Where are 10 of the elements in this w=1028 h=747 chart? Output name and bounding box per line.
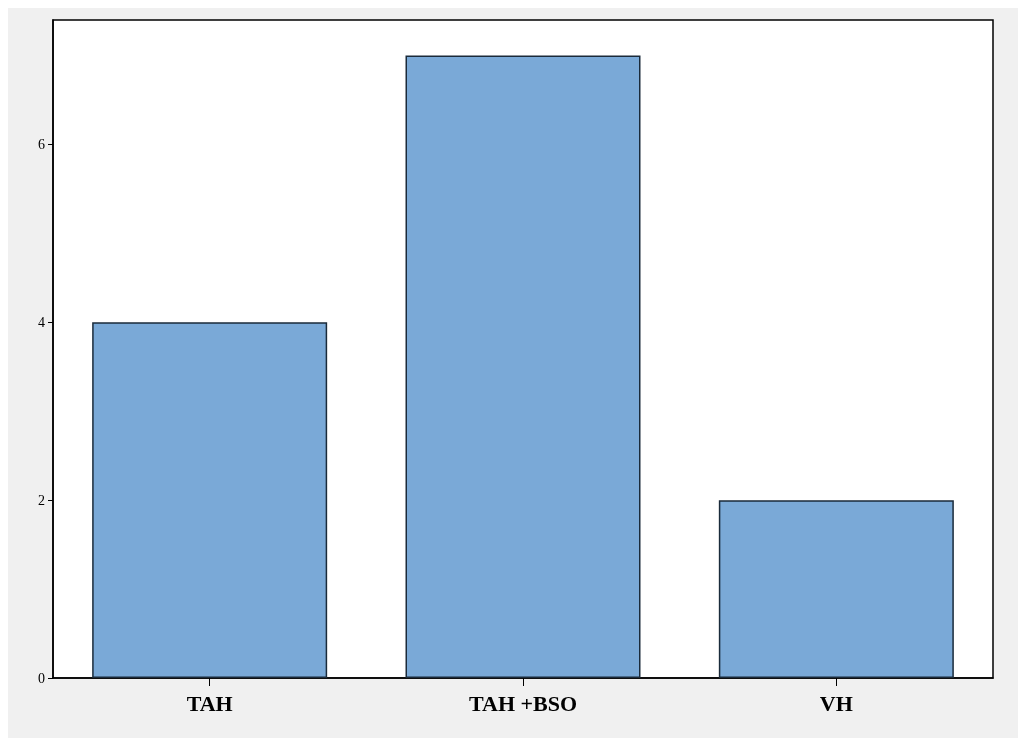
y-tick-label: 6 [38,136,45,152]
bar [718,500,954,678]
x-tick-label: VH [819,690,853,716]
x-tick-label: TAH +BSO [468,690,578,716]
bar [92,322,328,678]
y-tick-label: 2 [38,492,45,508]
y-tick-label: 4 [38,314,45,330]
y-tick-label: 0 [38,670,45,686]
x-tick-label: TAH [186,690,233,716]
bar [405,55,641,678]
